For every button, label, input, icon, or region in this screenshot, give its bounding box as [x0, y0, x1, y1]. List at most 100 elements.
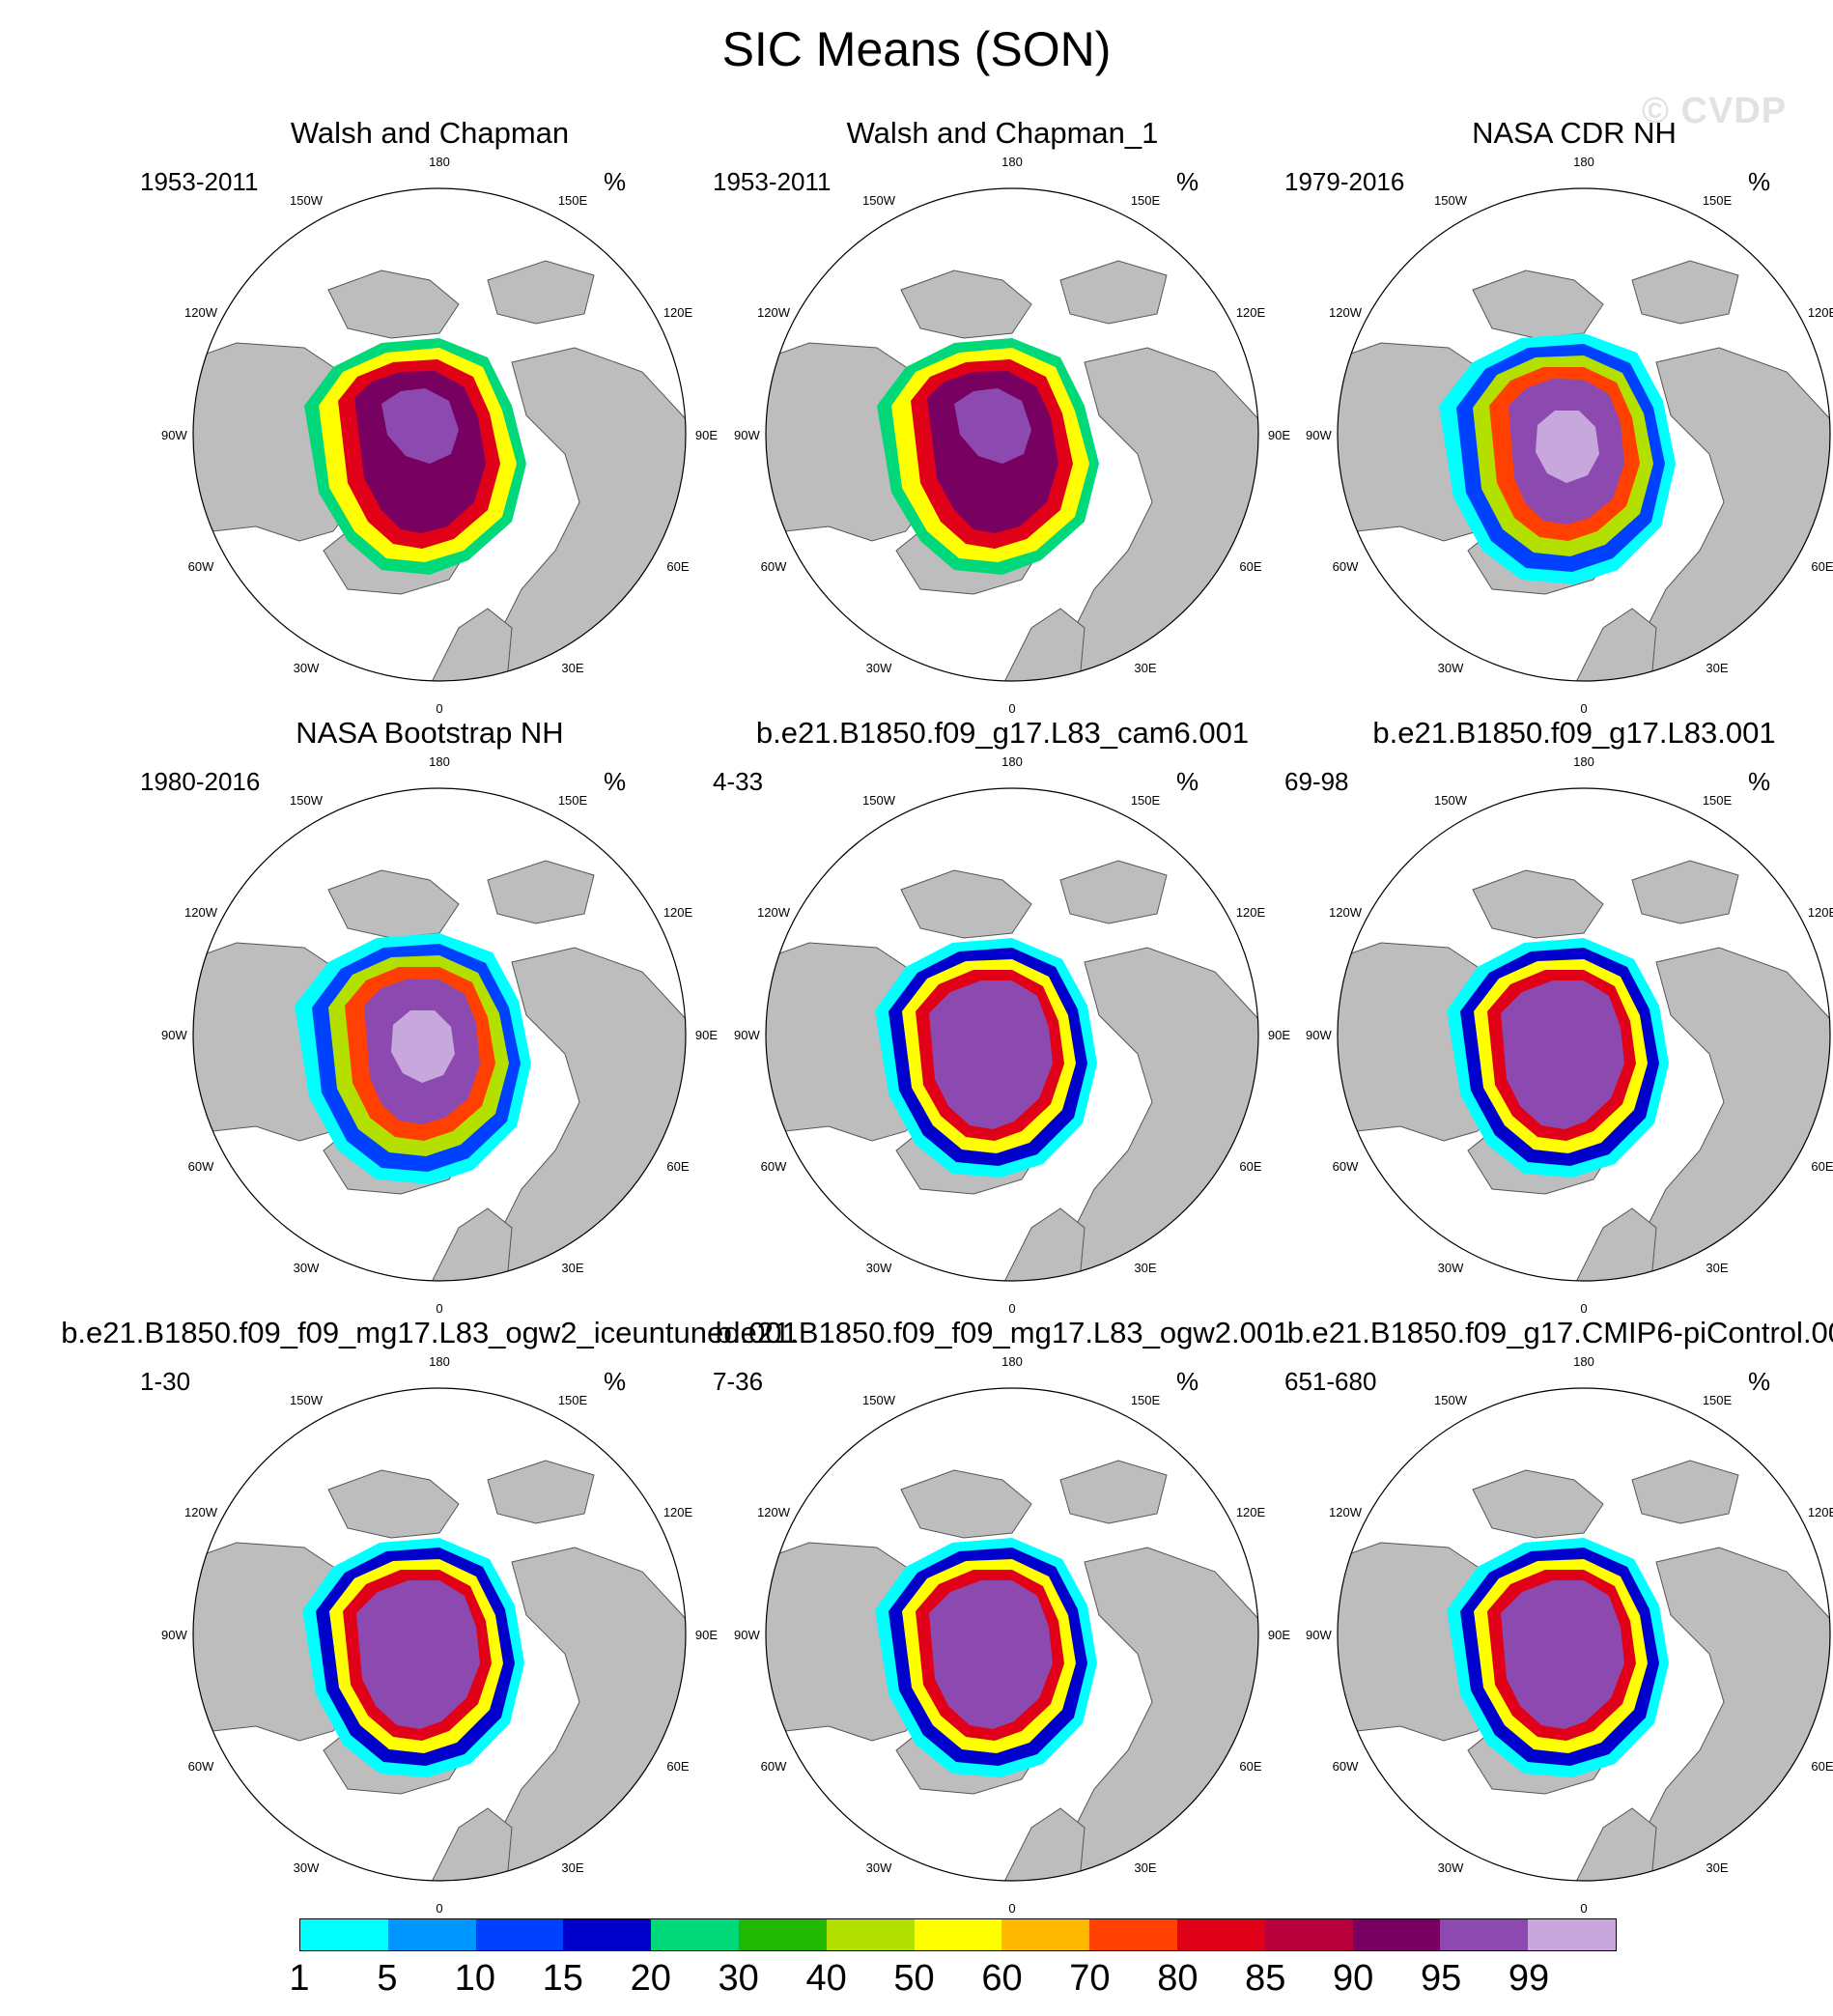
- longitude-label: 90E: [695, 1628, 718, 1642]
- longitude-label: 60W: [1333, 1159, 1359, 1174]
- longitude-label: 90E: [1268, 428, 1290, 442]
- land-mass: [1472, 869, 1604, 939]
- longitude-label: 60W: [761, 559, 787, 574]
- land-mass: [1338, 942, 1512, 1142]
- sea-ice-contour: [954, 388, 1031, 464]
- longitude-label: 30W: [1438, 661, 1464, 675]
- land-mass: [1338, 1542, 1512, 1742]
- panel-units: %: [1748, 167, 1771, 196]
- panel-units: %: [1748, 1367, 1771, 1396]
- land-mass: [1631, 860, 1739, 924]
- longitude-label: 120E: [663, 905, 693, 920]
- longitude-label: 150E: [1703, 1393, 1733, 1407]
- longitude-label: 180: [429, 754, 450, 769]
- panel-units: %: [1176, 767, 1199, 796]
- colorbar-box: [651, 1919, 739, 1950]
- longitude-label: 180: [1001, 754, 1023, 769]
- panel-title: b.e21.B1850.f09_f09_mg17.L83_ogw2_iceunt…: [61, 1316, 799, 1349]
- longitude-label: 180: [1001, 1354, 1023, 1369]
- longitude-label: 90W: [734, 428, 760, 442]
- longitude-label: 30E: [1706, 661, 1728, 675]
- land-mass: [487, 1460, 595, 1524]
- colorbar-box: [1264, 1919, 1353, 1950]
- sea-ice-contour: [356, 1580, 480, 1729]
- land-mass: [900, 270, 1032, 339]
- longitude-label: 90E: [695, 428, 718, 442]
- panel-years: 4-33: [713, 767, 764, 796]
- longitude-label: 60E: [1239, 1759, 1261, 1774]
- colorbar-tick-label: 80: [1157, 1958, 1198, 1999]
- longitude-label: 180: [1573, 1354, 1594, 1369]
- land-mass: [429, 608, 513, 681]
- longitude-label: 90W: [161, 1028, 187, 1042]
- longitude-label: 60E: [1239, 1159, 1261, 1174]
- longitude-label: 60W: [188, 559, 214, 574]
- colorbar-tick-label: 5: [377, 1958, 398, 1999]
- longitude-label: 150E: [1131, 1393, 1161, 1407]
- longitude-label: 30W: [866, 1261, 892, 1275]
- longitude-label: 150W: [290, 793, 324, 808]
- panel-title: b.e21.B1850.f09_g17.L83.001: [1372, 716, 1776, 750]
- longitude-label: 180: [1001, 155, 1023, 169]
- longitude-label: 150W: [862, 1393, 896, 1407]
- colorbar-box: [1440, 1919, 1529, 1950]
- panel-title: Walsh and Chapman: [290, 116, 570, 150]
- longitude-label: 30E: [561, 1860, 583, 1875]
- land-mass: [900, 869, 1032, 939]
- colorbar-tick-label: 90: [1333, 1958, 1374, 1999]
- longitude-label: 150E: [1131, 193, 1161, 208]
- colorbar-box: [1001, 1919, 1090, 1950]
- longitude-label: 60W: [188, 1759, 214, 1774]
- land-mass: [766, 1542, 941, 1742]
- longitude-label: 60W: [761, 1759, 787, 1774]
- land-mass: [327, 270, 460, 339]
- longitude-label: 60W: [188, 1159, 214, 1174]
- longitude-label: 90W: [734, 1628, 760, 1642]
- land-mass: [1059, 860, 1168, 924]
- colorbar-tick-label: 20: [630, 1958, 671, 1999]
- longitude-label: 120W: [757, 905, 791, 920]
- colorbar: [299, 1918, 1617, 1951]
- longitude-label: 150W: [1434, 193, 1468, 208]
- longitude-label: 120E: [663, 305, 693, 320]
- map-panel: b.e21.B1850.f09_g17.L83_cam6.001 4-33% 180…: [713, 716, 1311, 1316]
- longitude-label: 150W: [290, 193, 324, 208]
- longitude-label: 30W: [866, 1860, 892, 1875]
- sea-ice-contour: [1501, 1580, 1624, 1729]
- panel-years: 69-98: [1284, 767, 1349, 796]
- land-mass: [327, 1469, 460, 1539]
- longitude-label: 120W: [184, 1505, 218, 1519]
- longitude-label: 0: [1008, 1901, 1015, 1916]
- land-mass: [1001, 608, 1086, 681]
- land-mass: [1631, 1460, 1739, 1524]
- longitude-label: 90W: [161, 1628, 187, 1642]
- map-panel: b.e21.B1850.f09_g17.CMIP6-piControl.001 6…: [1284, 1316, 1833, 1916]
- longitude-label: 0: [1580, 1301, 1587, 1316]
- land-mass: [193, 1542, 368, 1742]
- panel-title: b.e21.B1850.f09_g17.L83_cam6.001: [755, 716, 1250, 750]
- panel-years: 1953-2011: [713, 167, 832, 196]
- longitude-label: 30E: [1134, 661, 1156, 675]
- panel-years: 1980-2016: [140, 767, 261, 796]
- longitude-label: 30W: [294, 661, 320, 675]
- longitude-label: 120W: [1329, 905, 1363, 920]
- map-panel: b.e21.B1850.f09_f09_mg17.L83_ogw2_iceunt…: [61, 1316, 799, 1916]
- longitude-label: 120E: [663, 1505, 693, 1519]
- colorbar-box: [475, 1919, 564, 1950]
- colorbar-box: [826, 1919, 915, 1950]
- watermark: © CVDP: [1642, 91, 1788, 131]
- map-panel: b.e21.B1850.f09_f09_mg17.L83_ogw2.001 7-3…: [713, 1316, 1311, 1916]
- colorbar-tick-label: 60: [981, 1958, 1023, 1999]
- map-boundary: [192, 1387, 687, 1882]
- land-mass: [429, 1807, 513, 1881]
- longitude-label: 30W: [1438, 1261, 1464, 1275]
- longitude-label: 150W: [862, 793, 896, 808]
- map-boundary: [192, 187, 687, 682]
- longitude-label: 0: [1580, 1901, 1587, 1916]
